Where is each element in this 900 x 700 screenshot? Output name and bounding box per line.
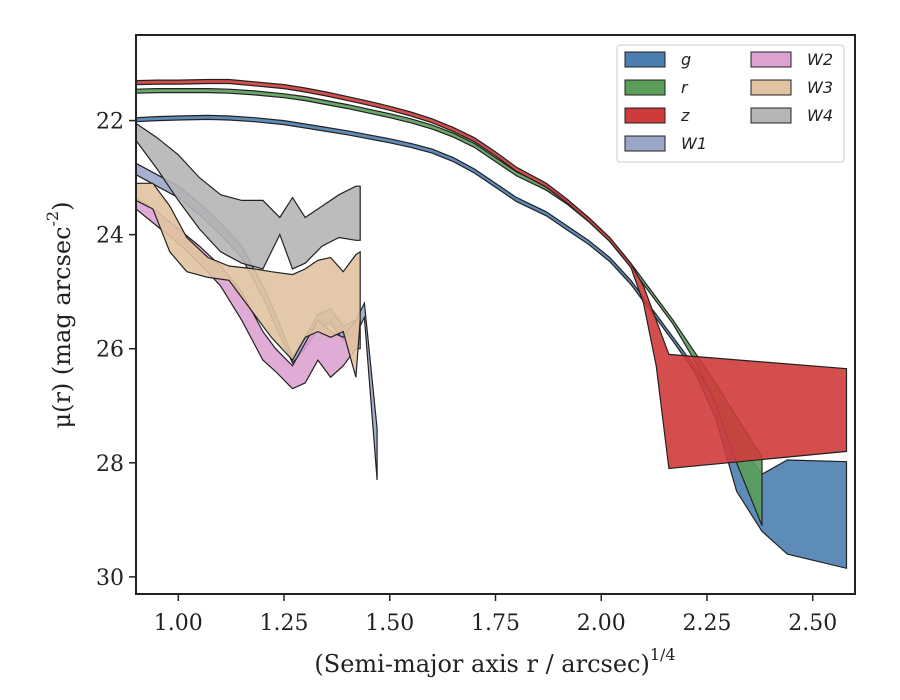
x-tick-label: 1.50 (365, 611, 414, 636)
y-tick-label: 24 (96, 224, 124, 249)
y-tick-label: 22 (96, 110, 124, 135)
legend-label-r: r (681, 78, 689, 97)
x-tick-label: 2.50 (788, 611, 837, 636)
legend-label-w1: W1 (681, 134, 707, 153)
legend-label-w2: W2 (807, 50, 833, 69)
band-w3 (136, 182, 361, 378)
x-axis-label: (Semi-major axis r / arcsec)1/4 (314, 645, 675, 678)
legend-swatch-r (624, 79, 666, 96)
band-series-group (136, 78, 848, 570)
x-tick-label: 2.25 (682, 611, 731, 636)
y-tick-label: 30 (96, 566, 124, 591)
x-tick-label: 1.25 (260, 611, 309, 636)
legend-swatch-w4 (750, 107, 792, 124)
legend-swatch-w1 (624, 135, 666, 152)
x-tick-label: 2.00 (577, 611, 626, 636)
legend-swatch-w3 (750, 79, 792, 96)
band-r (136, 87, 763, 526)
legend-swatch-w2 (750, 51, 792, 68)
legend-label-z: z (680, 106, 690, 125)
legend: grz W1 W2 W3 W4 (616, 44, 845, 163)
legend-label-g: g (681, 50, 691, 69)
x-tick-label: 1.75 (471, 611, 520, 636)
legend-label-w4: W4 (807, 106, 833, 125)
y-axis-ticks: 22 24 26 28 30 (96, 110, 136, 591)
legend-box (616, 44, 845, 163)
band-w4 (136, 122, 361, 270)
y-tick-label: 26 (96, 338, 124, 363)
band-z (136, 78, 848, 470)
legend-swatch-z (624, 107, 666, 124)
legend-label-w3: W3 (807, 78, 833, 97)
x-tick-label: 1.00 (154, 611, 203, 636)
legend-swatch-g (624, 51, 666, 68)
x-axis-ticks: 1.00 1.25 1.50 1.75 2.00 2.25 2.50 (154, 594, 837, 636)
y-tick-label: 28 (96, 452, 124, 477)
band-g (136, 114, 848, 570)
y-axis-label: μ(r) (mag arcsec-2) (43, 202, 76, 429)
